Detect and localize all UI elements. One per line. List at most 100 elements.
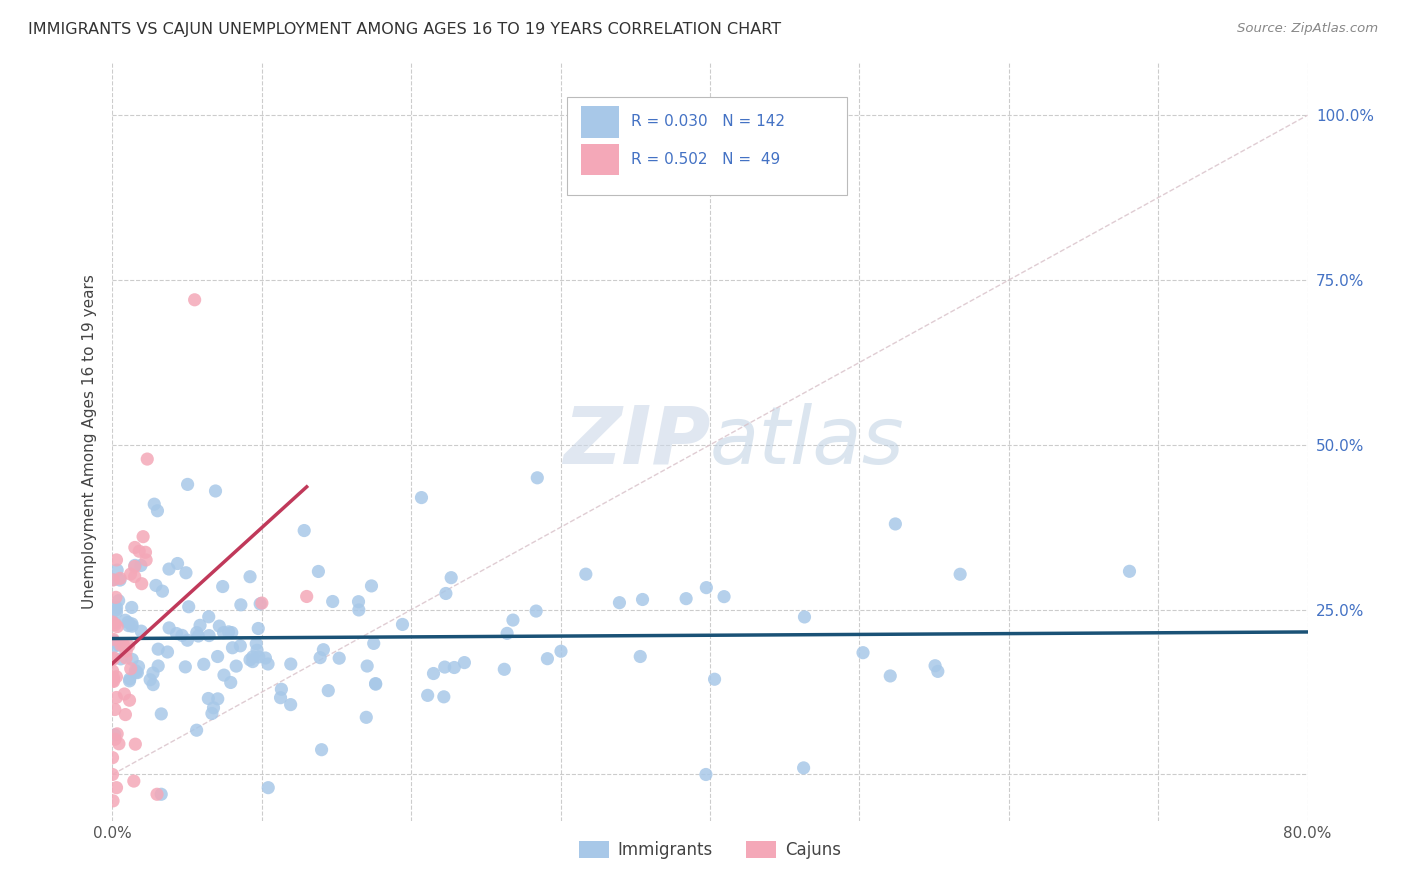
Point <box>225 659 247 673</box>
Point <box>157 562 180 576</box>
Point <box>121 652 143 666</box>
Point <box>145 578 167 592</box>
Point <box>242 655 264 669</box>
Point <box>193 657 215 672</box>
Point <box>356 659 378 673</box>
Point <box>229 598 252 612</box>
Point <box>104 603 127 617</box>
Point <box>105 670 128 684</box>
Point <box>239 570 262 584</box>
Point <box>713 590 735 604</box>
Point <box>793 761 815 775</box>
Point <box>121 616 143 631</box>
Point <box>101 664 124 678</box>
Point <box>239 653 262 667</box>
Point <box>411 491 433 505</box>
Text: R = 0.030   N = 142: R = 0.030 N = 142 <box>631 114 785 129</box>
Point <box>183 293 205 307</box>
Point <box>139 673 162 687</box>
Point <box>157 621 180 635</box>
Point <box>536 651 558 665</box>
Point <box>124 559 146 574</box>
Point <box>104 617 127 632</box>
Point <box>105 605 128 619</box>
Point <box>105 780 128 795</box>
Point <box>186 625 208 640</box>
Point <box>105 727 128 741</box>
Point <box>108 737 131 751</box>
Point <box>443 660 465 674</box>
Point <box>176 633 198 648</box>
Point <box>695 767 717 781</box>
Point <box>257 780 280 795</box>
Point <box>146 787 169 801</box>
Point <box>101 615 124 629</box>
Point <box>307 565 329 579</box>
FancyBboxPatch shape <box>567 96 848 195</box>
Point <box>166 626 188 640</box>
Point <box>120 567 142 582</box>
Point <box>204 483 226 498</box>
Point <box>247 622 270 636</box>
Point <box>104 732 127 747</box>
Point <box>295 590 318 604</box>
Point <box>197 609 219 624</box>
Point <box>1118 564 1140 578</box>
Point <box>134 545 156 559</box>
Point <box>124 558 146 573</box>
Point <box>174 660 197 674</box>
Text: ZIP: ZIP <box>562 402 710 481</box>
Point <box>146 504 169 518</box>
Point <box>245 637 267 651</box>
Point <box>242 649 264 664</box>
Point <box>125 665 148 680</box>
Point <box>118 639 141 653</box>
Point <box>142 666 165 681</box>
Point <box>105 563 128 577</box>
Point <box>122 774 145 789</box>
Point <box>198 629 221 643</box>
Point <box>309 650 332 665</box>
Point <box>197 691 219 706</box>
Point <box>105 553 128 567</box>
Point <box>118 673 141 688</box>
Point <box>105 690 128 705</box>
Point <box>257 657 280 671</box>
Point <box>101 640 124 655</box>
Point <box>112 687 135 701</box>
Point <box>391 617 413 632</box>
Point <box>212 668 235 682</box>
Point <box>142 678 165 692</box>
Point <box>146 642 169 657</box>
Point <box>124 569 146 583</box>
Point <box>104 615 127 630</box>
Y-axis label: Unemployment Among Ages 16 to 19 years: Unemployment Among Ages 16 to 19 years <box>82 274 97 609</box>
Point <box>186 723 208 738</box>
Point <box>118 693 141 707</box>
Point <box>211 580 233 594</box>
Point <box>364 676 387 690</box>
Point <box>550 644 572 658</box>
Point <box>101 750 124 764</box>
Point <box>879 669 901 683</box>
Point <box>188 618 211 632</box>
Point <box>675 591 697 606</box>
Point <box>212 625 235 640</box>
Point <box>120 662 142 676</box>
Point <box>121 600 143 615</box>
Point <box>927 665 949 679</box>
Point <box>884 516 907 531</box>
Point <box>250 596 273 610</box>
Point <box>105 600 128 615</box>
Point <box>107 638 129 652</box>
Point <box>101 767 124 781</box>
Point <box>115 651 138 665</box>
Point <box>143 497 166 511</box>
Point <box>208 619 231 633</box>
Point <box>229 639 252 653</box>
Point <box>434 586 457 600</box>
Point <box>152 584 174 599</box>
Point <box>247 649 270 664</box>
Point <box>104 728 127 742</box>
Point <box>101 652 124 666</box>
